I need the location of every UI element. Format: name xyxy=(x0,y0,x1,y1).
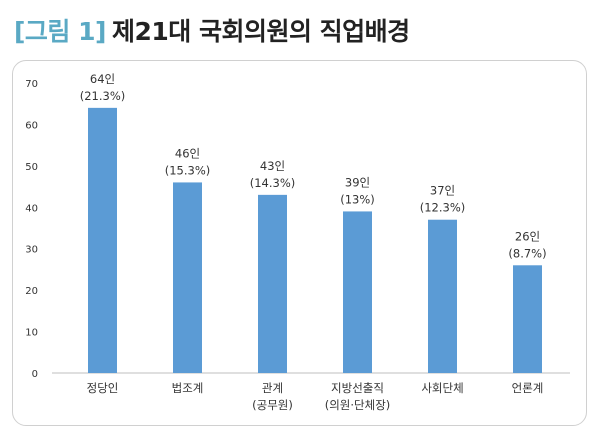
x-tick-label: 언론계 xyxy=(512,381,544,395)
y-tick-label: 10 xyxy=(25,328,38,339)
data-label: (14.3%) xyxy=(250,176,296,190)
bar xyxy=(173,182,202,373)
data-label: (21.3%) xyxy=(80,89,126,103)
data-label: (12.3%) xyxy=(420,201,466,215)
data-label: (8.7%) xyxy=(508,246,546,260)
bar xyxy=(258,194,287,373)
x-tick-label: 지방선출직 xyxy=(331,381,384,395)
figure-tag: [그림 1] xyxy=(14,17,106,46)
y-tick-label: 60 xyxy=(25,120,38,131)
x-tick-label: (의원·단체장) xyxy=(325,398,391,412)
y-tick-label: 70 xyxy=(25,79,38,90)
figure-title-text: 제21대 국회의원의 직업배경 xyxy=(111,17,410,46)
bar xyxy=(428,219,457,373)
y-tick-label: 50 xyxy=(25,162,38,173)
bar xyxy=(343,211,372,373)
bar xyxy=(88,107,117,373)
data-label: (13%) xyxy=(340,192,375,206)
x-tick-label: 정당인 xyxy=(87,381,119,395)
data-label: 39인 xyxy=(345,175,370,189)
data-label: 64인 xyxy=(90,72,115,86)
x-tick-label: 법조계 xyxy=(172,381,204,395)
x-tick-label: (공무원) xyxy=(252,398,293,412)
data-label: 43인 xyxy=(260,159,285,173)
y-tick-label: 20 xyxy=(25,286,38,297)
figure-title: [그림 1] 제21대 국회의원의 직업배경 xyxy=(14,12,410,48)
x-tick-label: 관계 xyxy=(262,381,283,395)
bar xyxy=(513,265,542,373)
data-label: 46인 xyxy=(175,146,200,160)
data-label: 26인 xyxy=(515,229,540,243)
y-tick-label: 0 xyxy=(32,369,38,380)
data-label: 37인 xyxy=(430,184,455,198)
data-label: (15.3%) xyxy=(165,163,211,177)
y-tick-label: 30 xyxy=(25,245,38,256)
x-tick-label: 사회단체 xyxy=(421,381,463,395)
y-tick-label: 40 xyxy=(25,203,38,214)
